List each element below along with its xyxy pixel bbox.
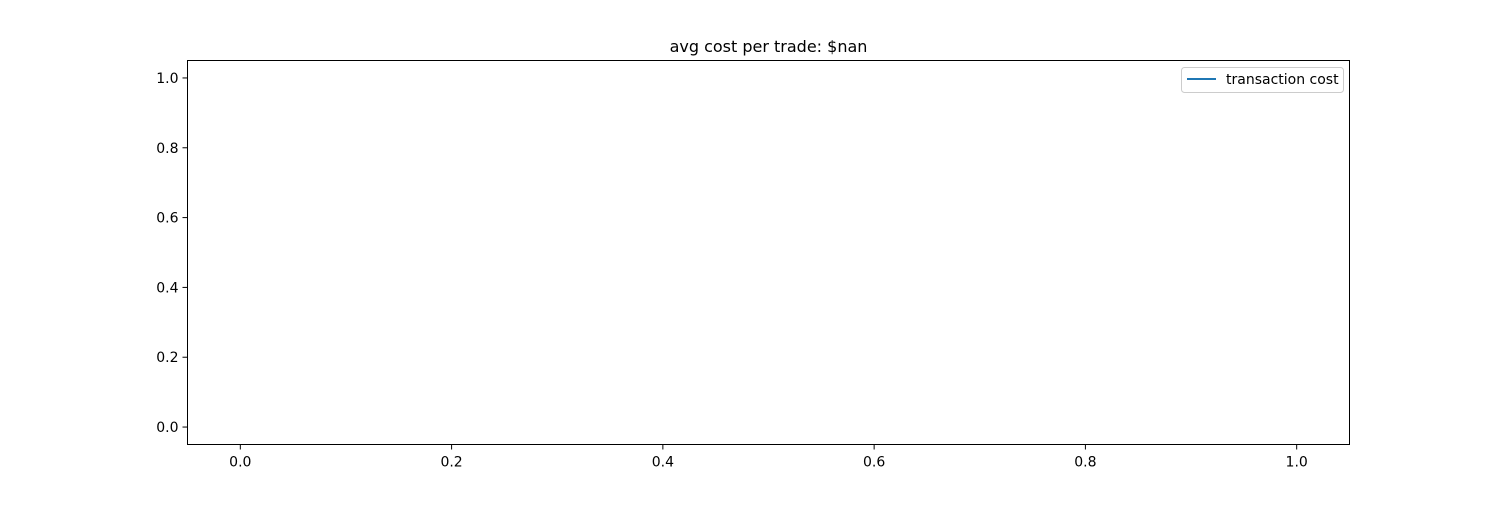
x-tick-label: 0.0: [229, 455, 251, 471]
x-tick-label: 0.2: [440, 455, 462, 471]
y-tick-label: 0.2: [156, 350, 178, 366]
y-tick-label: 0.4: [156, 280, 178, 296]
plot-area: [187, 60, 1350, 445]
y-tick-label: 1.0: [156, 71, 178, 87]
x-axis: 0.0 0.2 0.4 0.6 0.8 1.0: [229, 444, 1308, 471]
chart-title: avg cost per trade: $nan: [670, 37, 868, 56]
legend: transaction cost: [1181, 67, 1344, 93]
y-tick-label: 0.8: [156, 141, 178, 157]
x-tick-label: 0.4: [652, 455, 674, 471]
legend-label-transaction-cost: transaction cost: [1226, 72, 1339, 88]
y-tick-label: 0.6: [156, 211, 178, 227]
plot-frame: [187, 60, 1350, 445]
y-tick-label: 0.0: [156, 420, 178, 436]
y-axis: 0.0 0.2 0.4 0.6 0.8 1.0: [156, 71, 188, 436]
legend-box: [1181, 67, 1344, 93]
x-tick-label: 0.8: [1074, 455, 1096, 471]
x-tick-label: 0.6: [863, 455, 885, 471]
x-tick-label: 1.0: [1286, 455, 1308, 471]
